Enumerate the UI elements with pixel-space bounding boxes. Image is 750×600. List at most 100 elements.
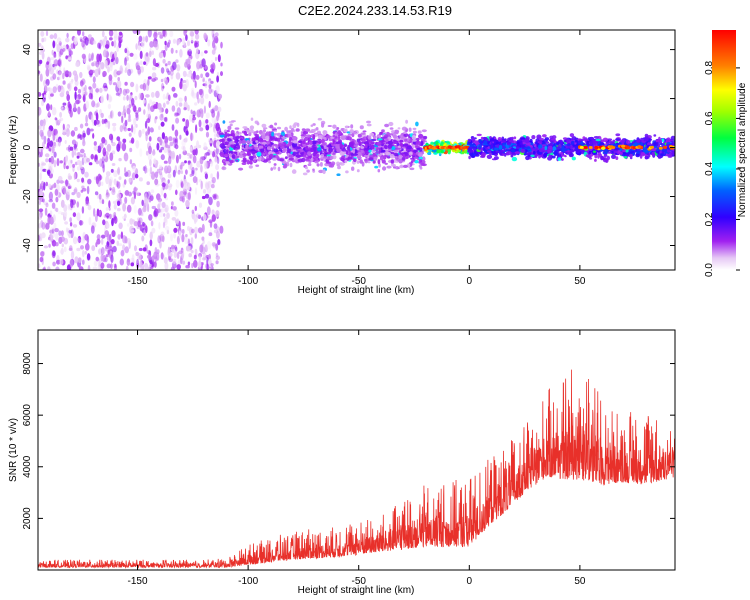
spectrogram-cell (581, 142, 584, 145)
spectrogram-cell (187, 183, 191, 191)
spectrogram-cell (183, 191, 187, 197)
spectrogram-cell (63, 211, 68, 217)
spectrogram-cell (81, 53, 86, 59)
spectrogram-cell (135, 251, 139, 257)
spectrogram-cell (47, 110, 51, 117)
spectrogram-cell (189, 30, 195, 37)
spectrogram-cell (163, 213, 166, 217)
spectrogram-cell (189, 146, 193, 152)
spectrogram-cell (180, 182, 184, 188)
spectrogram-cell (108, 181, 112, 190)
spectrogram-cell (118, 139, 121, 149)
spectrogram-cell (394, 149, 399, 153)
snr-frame (37, 329, 676, 571)
spectrogram-cell (171, 201, 174, 206)
spectrogram-cell (58, 119, 62, 124)
spectrogram-cell (592, 140, 597, 145)
spectrogram-cell (197, 214, 201, 219)
spectrogram-cell (52, 214, 56, 223)
spectrogram-cell (57, 139, 61, 147)
spectrogram-cell (511, 156, 518, 162)
spectrogram-cell (168, 94, 171, 101)
spectrogram-cell (112, 122, 117, 127)
spectrogram-cell (398, 154, 403, 160)
spectrogram-cell (290, 151, 294, 155)
spectrogram-cell (505, 149, 511, 152)
spectrogram-cell (202, 214, 207, 221)
spectrogram-cell (76, 155, 80, 159)
spectrogram-cell (62, 44, 67, 52)
spectrogram-cell (149, 166, 153, 175)
spectrogram-cell (133, 118, 137, 126)
spectrogram-cell (197, 227, 203, 234)
spectrogram-cell (323, 146, 329, 150)
spectrogram-cell (133, 204, 137, 214)
spectrogram-cell (301, 157, 306, 163)
spectrogram-cell (202, 257, 207, 261)
spectrogram-cell (102, 39, 105, 48)
snr-x-tick-label: -100 (238, 576, 258, 587)
spectrogram-cell (198, 144, 202, 149)
spectrogram-cell (106, 223, 110, 229)
spectrogram-cell (98, 53, 102, 62)
spectrogram-cell (203, 105, 206, 114)
spectrogram-cell (116, 80, 122, 88)
spectrogram-cell (219, 152, 225, 158)
spectrogram-cell (292, 160, 296, 163)
spectrogram-cell (67, 101, 71, 109)
spectrogram-cell (647, 156, 650, 159)
spectrogram-cell (646, 153, 650, 155)
spectrogram-cell (101, 181, 104, 186)
spectrogram-cell (548, 149, 552, 154)
spectrogram-cell (242, 126, 248, 129)
spectrogram-cell (215, 37, 219, 44)
spectrogram-cell (151, 150, 156, 156)
spectrogram-cell (672, 143, 675, 146)
spectrogram-cell (248, 155, 254, 161)
spectrogram-cell (366, 120, 371, 124)
spectrogram-cell (70, 250, 75, 260)
spectrogram-cell (660, 153, 664, 156)
spectrogram-cell (109, 63, 113, 72)
spectrogram-cell (194, 30, 199, 35)
spectrogram-cell (172, 169, 176, 178)
spectrogram-cell (147, 103, 150, 111)
spectrogram-cell (229, 123, 233, 127)
spectrogram-cell (160, 146, 164, 151)
spectrogram-cell (84, 171, 89, 178)
spectrogram-cell (130, 262, 135, 267)
spectrogram-cell (210, 183, 215, 189)
spectrogram-cell (369, 132, 375, 137)
spectrogram-cell (164, 63, 168, 67)
spectrogram-cell (57, 210, 62, 215)
spectrogram-cell (205, 182, 210, 190)
spectrogram-cell (292, 136, 297, 140)
spectrogram-cell (166, 229, 170, 235)
spectrogram-cell (195, 48, 200, 55)
spectrogram-cell (172, 137, 176, 144)
spectrogram-cell (209, 68, 215, 73)
spectrogram-cell (350, 124, 354, 129)
spectrogram-cell (216, 195, 219, 200)
spectrogram-cell (145, 52, 149, 57)
spectrogram-cell (42, 198, 45, 203)
spectrogram-cell (156, 142, 160, 151)
spectrogram-cell (499, 151, 503, 156)
spectrogram-cell (110, 239, 115, 245)
spectrogram-cell (417, 152, 423, 158)
spectrogram-cell (272, 128, 277, 131)
spectrogram-cell (151, 255, 155, 262)
spectrogram-cell (307, 163, 312, 166)
spectrogram-cell (544, 146, 548, 151)
spectrogram-cell (76, 212, 81, 222)
spectrogram-cell (273, 163, 277, 166)
spectrogram-cell (185, 265, 190, 269)
spectrogram-cell (71, 78, 74, 83)
spectrogram-cell (65, 227, 69, 233)
spectrogram-cell (110, 263, 113, 270)
spectrogram-cell (201, 223, 205, 233)
spectrogram-cell (174, 138, 178, 143)
spectrogram-cell (552, 135, 557, 140)
spectrogram-cell (625, 139, 631, 145)
spectrogram-cell (534, 148, 539, 151)
